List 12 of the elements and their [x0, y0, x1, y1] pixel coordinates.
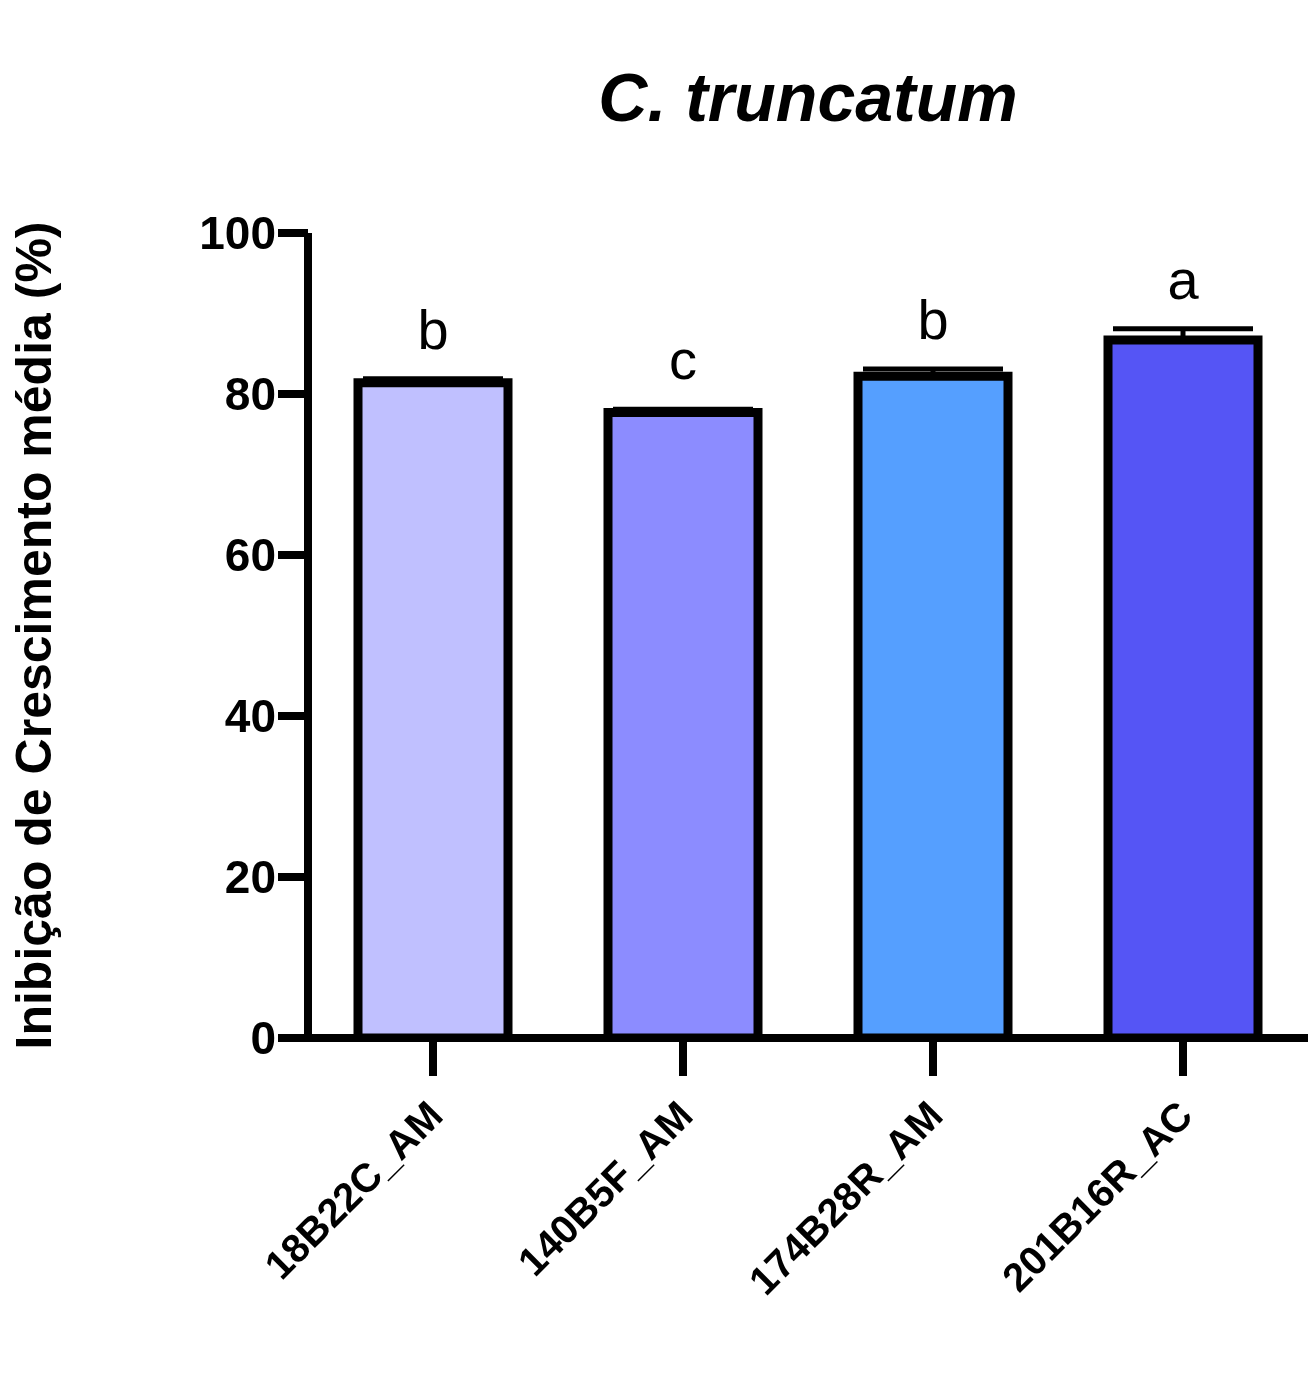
y-tick-label: 40 — [224, 690, 276, 743]
y-tick-label: 80 — [224, 368, 276, 421]
annotation: b — [917, 288, 949, 352]
chart-title: C. truncatum — [597, 58, 1019, 136]
annotation: b — [417, 297, 449, 361]
y-tick-label: 60 — [224, 529, 276, 582]
y-tick-label: 100 — [199, 207, 276, 260]
y-tick-label: 0 — [250, 1012, 276, 1065]
y-axis-title: Inibição de Crescimento média (%) — [5, 221, 62, 1050]
annotation: a — [1167, 247, 1200, 311]
annotation: c — [669, 328, 697, 392]
y-tick-label: 20 — [224, 851, 276, 904]
